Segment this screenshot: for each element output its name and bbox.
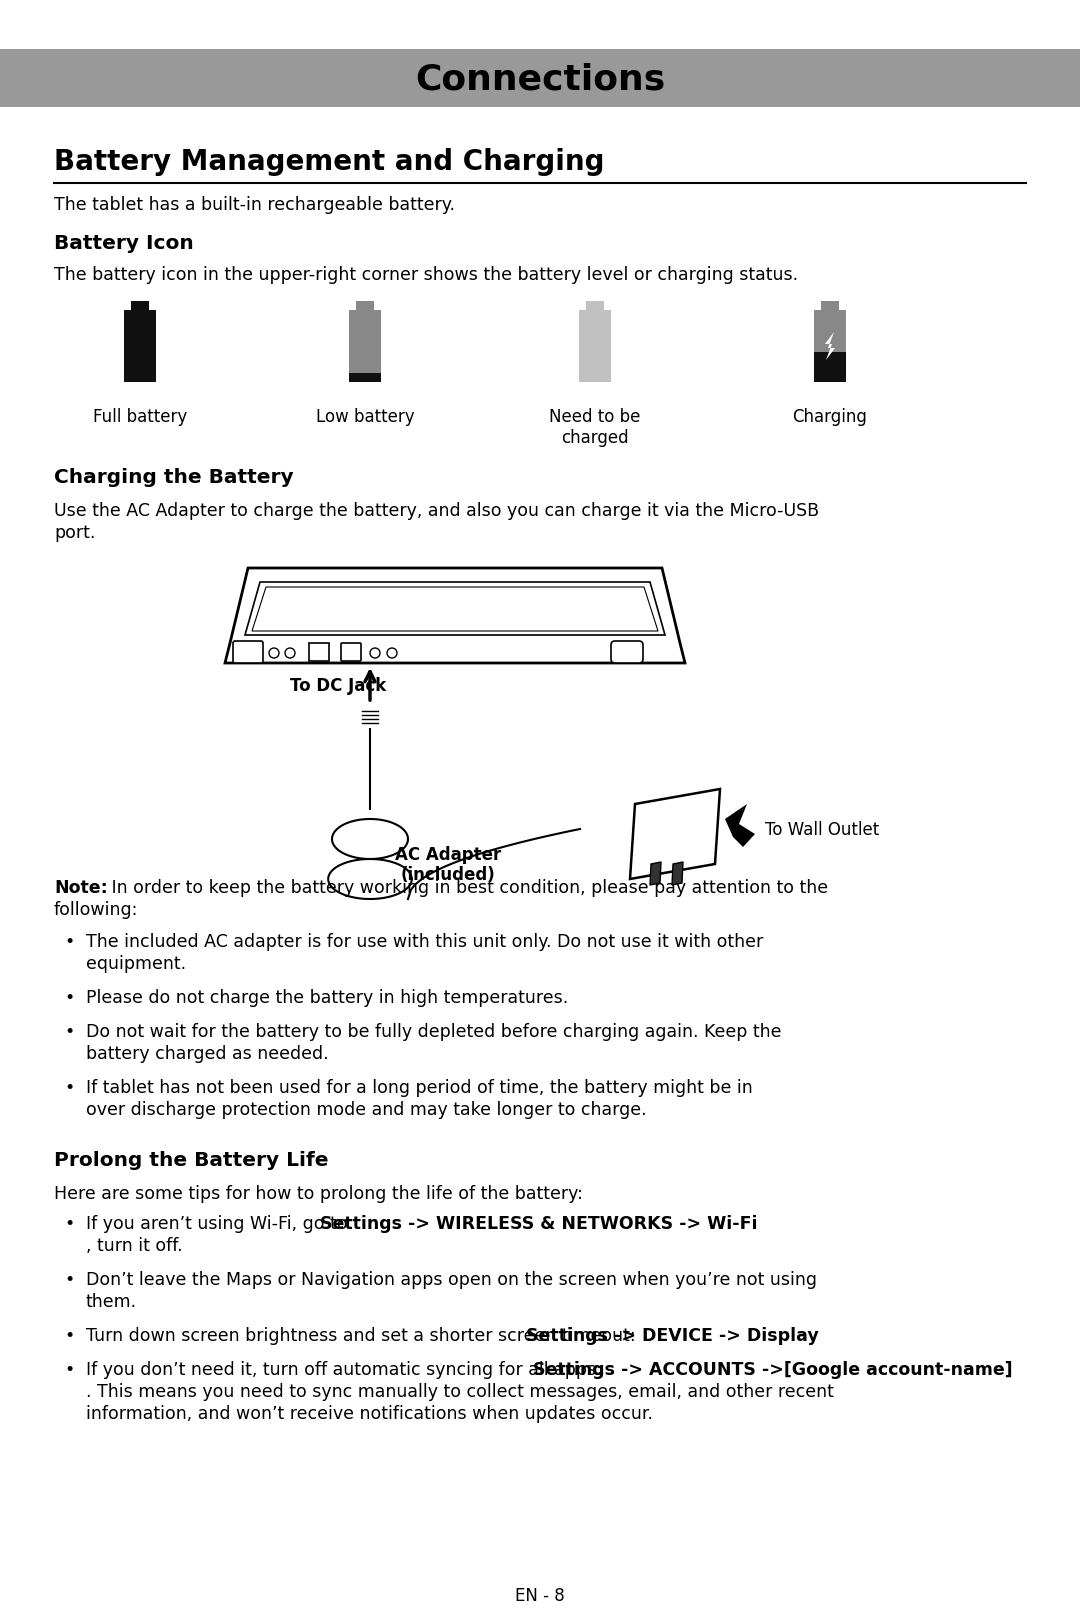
Text: If you aren’t using Wi-Fi, go to: If you aren’t using Wi-Fi, go to	[86, 1214, 353, 1231]
Bar	[349, 373, 381, 383]
Text: Here are some tips for how to prolong the life of the battery:: Here are some tips for how to prolong th…	[54, 1185, 583, 1202]
Polygon shape	[630, 789, 720, 880]
FancyBboxPatch shape	[233, 642, 264, 663]
Text: port.: port.	[54, 523, 95, 542]
Text: EN - 8: EN - 8	[515, 1587, 565, 1604]
Text: Note:: Note:	[54, 878, 108, 896]
Text: equipment.: equipment.	[86, 954, 186, 972]
Text: . This means you need to sync manually to collect messages, email, and other rec: . This means you need to sync manually t…	[86, 1382, 834, 1399]
Bar	[579, 312, 611, 383]
Polygon shape	[225, 568, 685, 663]
Polygon shape	[252, 587, 658, 631]
Text: •: •	[64, 1214, 75, 1231]
Text: Low battery: Low battery	[315, 408, 415, 426]
Text: The battery icon in the upper-right corner shows the battery level or charging s: The battery icon in the upper-right corn…	[54, 266, 798, 284]
Text: •: •	[64, 1327, 75, 1344]
Text: •: •	[64, 1022, 75, 1041]
Polygon shape	[650, 862, 661, 886]
Text: Charging the Battery: Charging the Battery	[54, 468, 294, 487]
Text: battery charged as needed.: battery charged as needed.	[86, 1044, 328, 1062]
Text: Settings -> ACCOUNTS ->[Google account-name]: Settings -> ACCOUNTS ->[Google account-n…	[534, 1361, 1013, 1378]
Text: Need to be
charged: Need to be charged	[550, 408, 640, 447]
Text: To Wall Outlet: To Wall Outlet	[765, 820, 879, 839]
Text: , turn it off.: , turn it off.	[86, 1236, 183, 1254]
Bar	[349, 312, 381, 383]
Text: To DC Jack: To DC Jack	[291, 676, 387, 694]
Bar	[586, 302, 604, 312]
Text: them.: them.	[86, 1293, 137, 1311]
Text: following:: following:	[54, 901, 138, 918]
FancyBboxPatch shape	[611, 642, 643, 663]
Text: Don’t leave the Maps or Navigation apps open on the screen when you’re not using: Don’t leave the Maps or Navigation apps …	[86, 1270, 816, 1288]
Text: •: •	[64, 988, 75, 1007]
Text: Do not wait for the battery to be fully depleted before charging again. Keep the: Do not wait for the battery to be fully …	[86, 1022, 782, 1041]
FancyBboxPatch shape	[309, 644, 329, 662]
Text: Settings -> DEVICE -> Display: Settings -> DEVICE -> Display	[526, 1327, 819, 1344]
Text: AC Adapter
(included): AC Adapter (included)	[395, 846, 501, 884]
Text: The tablet has a built-in rechargeable battery.: The tablet has a built-in rechargeable b…	[54, 195, 455, 215]
Bar	[356, 302, 374, 312]
Text: Use the AC Adapter to charge the battery, and also you can charge it via the Mic: Use the AC Adapter to charge the battery…	[54, 502, 819, 520]
Text: In order to keep the battery working in best condition, please pay attention to : In order to keep the battery working in …	[106, 878, 828, 896]
Text: The included AC adapter is for use with this unit only. Do not use it with other: The included AC adapter is for use with …	[86, 933, 764, 951]
Text: Please do not charge the battery in high temperatures.: Please do not charge the battery in high…	[86, 988, 568, 1007]
Bar	[821, 302, 839, 312]
Polygon shape	[245, 583, 665, 636]
Text: Charging: Charging	[793, 408, 867, 426]
Polygon shape	[672, 862, 683, 886]
Text: •: •	[64, 1078, 75, 1096]
Polygon shape	[825, 332, 835, 362]
Text: •: •	[64, 1361, 75, 1378]
Text: If you don’t need it, turn off automatic syncing for all apps:: If you don’t need it, turn off automatic…	[86, 1361, 607, 1378]
Text: Battery Management and Charging: Battery Management and Charging	[54, 148, 605, 176]
Text: information, and won’t receive notifications when updates occur.: information, and won’t receive notificat…	[86, 1404, 653, 1422]
Bar	[814, 352, 846, 383]
Text: Prolong the Battery Life: Prolong the Battery Life	[54, 1151, 328, 1169]
Text: Connections: Connections	[415, 61, 665, 95]
FancyBboxPatch shape	[341, 644, 361, 662]
Text: •: •	[64, 1270, 75, 1288]
Text: Settings -> WIRELESS & NETWORKS -> Wi-Fi: Settings -> WIRELESS & NETWORKS -> Wi-Fi	[321, 1214, 758, 1231]
Text: If tablet has not been used for a long period of time, the battery might be in: If tablet has not been used for a long p…	[86, 1078, 753, 1096]
Text: Battery Icon: Battery Icon	[54, 234, 193, 253]
Bar	[131, 302, 149, 312]
Text: over discharge protection mode and may take longer to charge.: over discharge protection mode and may t…	[86, 1101, 647, 1119]
Bar	[814, 312, 846, 383]
Text: Full battery: Full battery	[93, 408, 187, 426]
Polygon shape	[725, 804, 755, 847]
Text: •: •	[64, 933, 75, 951]
Bar	[124, 312, 156, 383]
Bar	[0, 50, 1080, 108]
Text: Turn down screen brightness and set a shorter screen timeout:: Turn down screen brightness and set a sh…	[86, 1327, 642, 1344]
